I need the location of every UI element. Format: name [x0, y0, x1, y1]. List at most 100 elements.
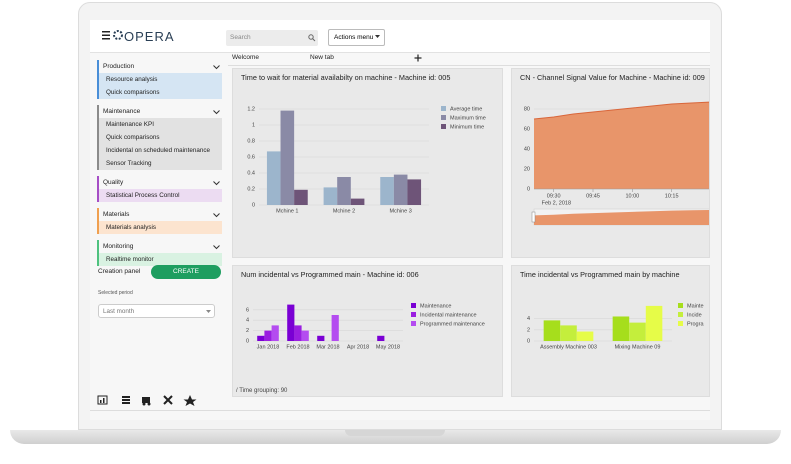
y-tick-label: 0	[246, 338, 249, 344]
chart-icon[interactable]	[97, 395, 108, 405]
y-tick-label: 2	[527, 327, 530, 333]
period-select[interactable]: Last month	[98, 304, 215, 318]
y-tick-label: 0.6	[247, 154, 255, 160]
chevron	[213, 245, 220, 250]
tab[interactable]: New tab	[310, 54, 334, 61]
legend-label: Programmed maintenance	[420, 321, 485, 327]
sidebar-item[interactable]: Materials analysis	[99, 221, 222, 234]
creation-panel-label: Creation panel	[98, 268, 141, 275]
bottom-toolbar	[97, 395, 197, 406]
chevron-path	[213, 65, 220, 70]
section-title[interactable]: Materials	[103, 211, 130, 218]
y-tick-label: 2	[246, 328, 249, 334]
legend-swatch	[441, 115, 446, 120]
panel: Time incidental vs Programmed main by ma…	[511, 265, 710, 397]
x-tick-label: 10:00	[625, 193, 639, 199]
bar	[393, 174, 408, 205]
bar	[257, 335, 265, 341]
chart: 0 0.2 0.4 0.6 0.8 1 1.2 Mchine 1 Mchine 2 Mchine …	[247, 106, 486, 214]
section-header[interactable]: Materials	[99, 208, 222, 221]
y-tick-label: 0	[252, 202, 255, 208]
legend-swatch	[411, 321, 416, 326]
bar	[350, 198, 365, 205]
chart: 0 2 4 6 Jan 2018 Feb 2018 Mar 2018 Apr 2018 May …	[246, 303, 485, 350]
sidebar-section: Maintenance Maintenance KPI Quick comparis…	[97, 105, 222, 170]
favorites-icon[interactable]	[183, 395, 197, 406]
section-header[interactable]: Monitoring	[99, 240, 222, 253]
chevron	[213, 213, 220, 218]
add-tab[interactable]	[414, 54, 422, 62]
sidebar-item[interactable]: Quick comparisons	[99, 131, 222, 144]
legend-label: Average time	[450, 106, 482, 112]
x-tick-label: Feb 2018	[286, 344, 309, 350]
section-title[interactable]: Quality	[103, 179, 124, 186]
panel-title: Time incidental vs Programmed main by ma…	[520, 270, 680, 279]
bar	[264, 330, 272, 341]
search-icon[interactable]	[308, 34, 316, 42]
section-header[interactable]: Production	[99, 60, 222, 73]
truck-icon[interactable]	[142, 397, 151, 406]
sidebar-item[interactable]: Statistical Process Control	[99, 189, 222, 202]
bar	[331, 315, 339, 341]
legend-label: Progra	[687, 321, 704, 327]
sidebar-item[interactable]: Realtime monitor	[99, 253, 222, 266]
section-title[interactable]: Monitoring	[103, 243, 134, 250]
y-tick-label: 6	[246, 307, 249, 313]
y-tick-label: 0.4	[247, 170, 255, 176]
sidebar-item[interactable]: Maintenance KPI	[99, 118, 222, 131]
panel: Time to wait for material availabilty on…	[232, 68, 503, 258]
legend-label: Mainte	[687, 303, 704, 309]
bar	[301, 330, 309, 341]
actions-label[interactable]: Actions menu	[334, 34, 374, 41]
bar	[407, 179, 422, 205]
x-tick-label: Mar 2018	[316, 344, 339, 350]
date-label: Feb 2, 2018	[542, 200, 571, 206]
sidebar-item[interactable]: Sensor Tracking	[99, 157, 222, 170]
sidebar-item[interactable]: Incidental on scheduled maintenance	[99, 144, 222, 157]
sidebar-section: Materials Materials analysis	[97, 208, 222, 234]
sidebar-section: Monitoring Realtime monitor	[97, 240, 222, 266]
y-tick-label: 60	[524, 126, 530, 132]
legend-swatch	[411, 303, 416, 308]
actions-menu[interactable]: Actions menu	[328, 29, 385, 46]
tools-icon[interactable]	[163, 395, 173, 405]
bottom-divider	[90, 410, 710, 411]
bar	[576, 331, 594, 341]
search-box[interactable]: Search	[226, 30, 318, 46]
legend-swatch	[411, 312, 416, 317]
bar	[280, 110, 295, 205]
period-label: Selected period	[98, 290, 133, 296]
section-header[interactable]: Maintenance	[99, 105, 222, 118]
chevron	[213, 110, 220, 115]
bar	[377, 335, 385, 341]
top-bar: OPERA Search Actions menu	[90, 20, 710, 53]
list-icon[interactable]	[122, 396, 130, 404]
y-tick-label: 4	[246, 318, 249, 324]
x-tick-label: Mchine 2	[333, 208, 355, 214]
dropdown-arrow	[375, 35, 381, 38]
panel: Num incidental vs Programmed main - Mach…	[232, 265, 503, 397]
section-header[interactable]: Quality	[99, 176, 222, 189]
tab[interactable]: Welcome	[232, 54, 259, 61]
bar	[323, 187, 338, 205]
bar	[294, 189, 308, 205]
legend-label: Incide	[687, 312, 702, 318]
sidebar-section: Production Resource analysis Quick compari…	[97, 60, 222, 99]
section-title[interactable]: Production	[103, 63, 135, 70]
panel-title: CN - Channel Signal Value for Machine - …	[520, 73, 705, 82]
sidebar: Production Resource analysis Quick compari…	[97, 60, 222, 272]
panel-note: / Time grouping: 90	[236, 388, 288, 394]
x-tick-label: Jan 2018	[257, 344, 280, 350]
sidebar-item[interactable]: Resource analysis	[99, 73, 222, 86]
chevron	[213, 181, 220, 186]
bar	[317, 335, 325, 341]
legend-swatch	[678, 303, 683, 308]
create-button[interactable]: CREATE	[151, 265, 221, 279]
legend-swatch	[441, 124, 446, 129]
section-title[interactable]: Maintenance	[103, 108, 141, 115]
sidebar-item[interactable]: Quick comparisons	[99, 86, 222, 99]
legend-swatch	[678, 321, 683, 326]
x-tick-label: Mchine 1	[276, 208, 298, 214]
menu-icon[interactable]	[102, 31, 112, 40]
